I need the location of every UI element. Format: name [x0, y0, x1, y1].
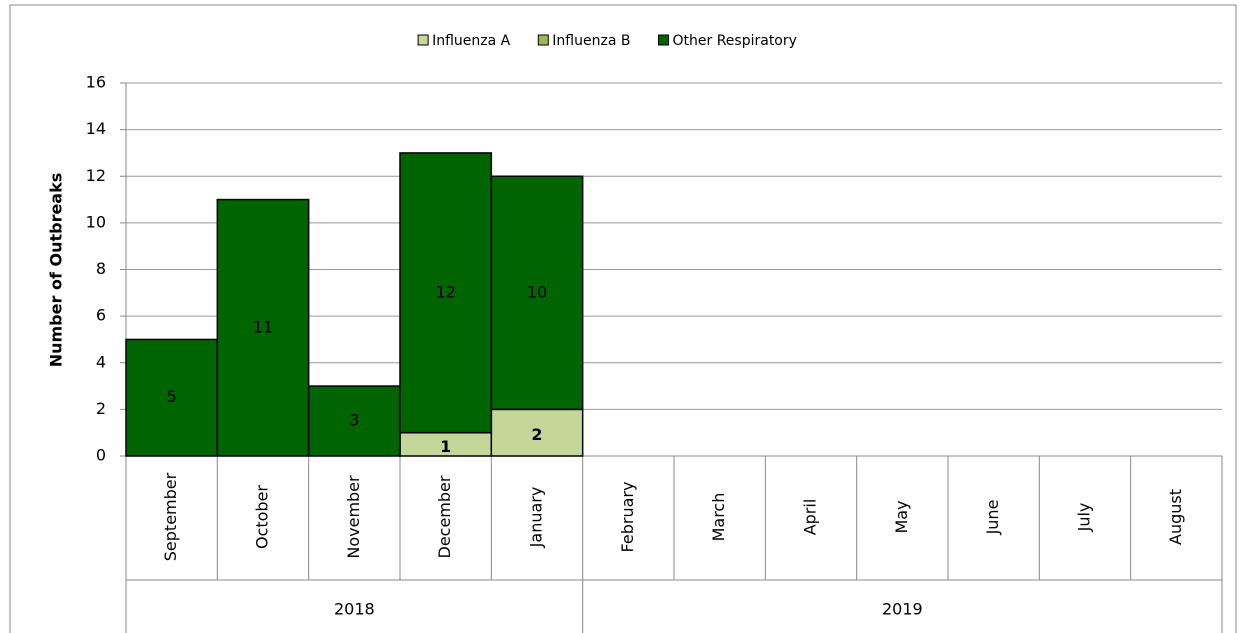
legend-label: Influenza B [552, 33, 630, 49]
y-tick-label: 4 [96, 352, 106, 371]
bar-segment [216, 198, 310, 457]
y-tick-label: 2 [96, 399, 106, 418]
group-label: 2019 [882, 600, 923, 619]
data-label: 2 [531, 425, 542, 444]
y-tick-label: 8 [96, 259, 106, 278]
data-label: 11 [253, 317, 273, 336]
x-tick-label: December [435, 475, 454, 558]
x-tick-label: February [618, 482, 637, 553]
legend-swatch [417, 34, 429, 46]
x-tick-label: January [527, 487, 546, 549]
y-tick-label: 0 [96, 446, 106, 465]
x-tick-label: March [709, 493, 728, 542]
y-tick-label: 14 [86, 119, 106, 138]
x-tick-label: April [801, 499, 820, 536]
x-tick-label: June [983, 500, 1002, 536]
bar-segment [399, 152, 493, 434]
data-label: 10 [527, 282, 547, 301]
data-label: 12 [435, 282, 455, 301]
x-tick-label: May [892, 500, 911, 533]
y-axis-title: Number of Outbreaks [47, 173, 66, 368]
bar-segment [490, 175, 584, 411]
x-tick-label: September [161, 472, 180, 561]
x-tick-label: July [1075, 503, 1094, 533]
legend-label: Other Respiratory [673, 33, 797, 49]
bar-segment [307, 385, 401, 457]
y-tick-label: 6 [96, 306, 106, 325]
group-label: 2018 [334, 600, 375, 619]
y-tick-label: 12 [86, 166, 106, 185]
data-label: 5 [167, 387, 177, 406]
x-tick-label: October [253, 485, 272, 549]
x-tick-label: November [344, 475, 363, 559]
data-label: 3 [349, 411, 359, 430]
data-label: 1 [440, 437, 451, 456]
legend-swatch [658, 34, 669, 46]
legend-label: Influenza A [432, 33, 511, 49]
bar-segment [490, 408, 584, 457]
legend-swatch [537, 34, 549, 46]
y-tick-label: 10 [86, 212, 106, 231]
bar-segment [125, 338, 219, 457]
y-tick-label: 16 [86, 73, 106, 92]
x-tick-label: August [1166, 489, 1185, 545]
chart-frame [9, 4, 1237, 633]
